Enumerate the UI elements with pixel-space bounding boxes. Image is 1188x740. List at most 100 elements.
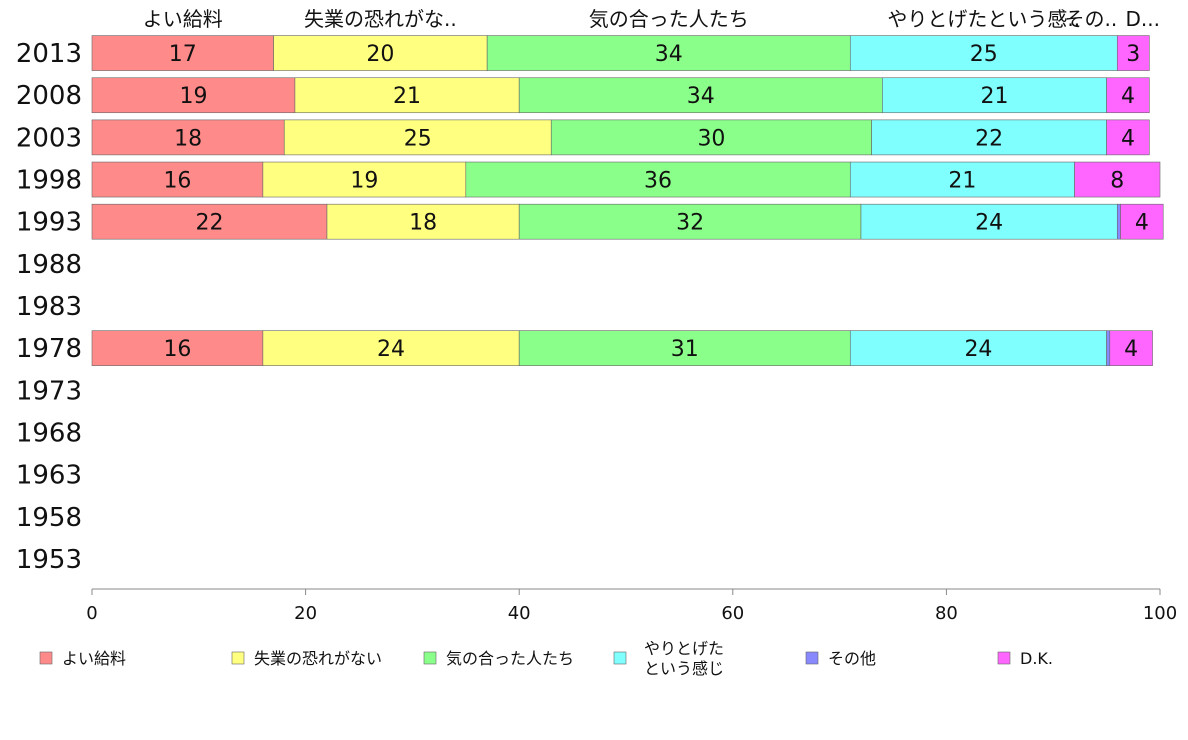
x-tick-label: 40 xyxy=(508,603,531,624)
data-label: 22 xyxy=(975,126,1003,151)
bar-segment xyxy=(882,77,1107,114)
data-label: 4 xyxy=(1124,337,1138,362)
data-label: 18 xyxy=(174,126,202,151)
column-header: よい給料 xyxy=(143,7,223,31)
bar-segment xyxy=(1106,330,1111,366)
x-axis: 0 20 40 60 80 100 xyxy=(86,588,1177,624)
data-label: 19 xyxy=(179,84,207,109)
bar-segment xyxy=(849,161,1075,198)
bar-segment xyxy=(1106,119,1150,156)
legend-label: よい給料 xyxy=(62,649,126,668)
bar-segment xyxy=(91,161,264,198)
x-tick-label: 60 xyxy=(721,603,744,624)
legend-label: 失業の恐れがない xyxy=(254,649,382,668)
data-label: 34 xyxy=(687,84,715,109)
legend-swatch xyxy=(997,651,1011,665)
x-tick-label: 100 xyxy=(1143,603,1177,624)
data-label: 16 xyxy=(163,169,191,194)
legend-swatch xyxy=(39,651,53,665)
column-header: D... xyxy=(1126,7,1160,31)
legend-label: その他 xyxy=(828,649,876,668)
legend-label: D.K. xyxy=(1020,649,1053,668)
legend-swatch xyxy=(231,651,245,665)
data-label: 19 xyxy=(350,169,378,194)
column-header: 気の合った人たち xyxy=(589,7,749,31)
y-axis-labels: 2013 2008 2003 1998 1993 1988 1983 1978 1973 1968… xyxy=(16,39,82,575)
bar-segment xyxy=(294,77,520,114)
bar-segment xyxy=(849,330,1107,366)
column-header: 失業の恐れがな.. xyxy=(304,7,457,31)
data-label: 21 xyxy=(980,84,1008,109)
data-label: 18 xyxy=(409,211,437,236)
y-tick-label: 1993 xyxy=(16,208,82,238)
legend-swatch xyxy=(423,651,437,665)
y-tick-label: 2013 xyxy=(16,39,82,69)
data-label: 32 xyxy=(676,211,704,236)
bar-segment xyxy=(518,77,883,114)
bar-segment xyxy=(465,161,851,198)
y-tick-label: 1973 xyxy=(16,376,82,406)
data-label: 8 xyxy=(1110,169,1124,194)
x-tick-label: 20 xyxy=(294,603,317,624)
column-headers: よい給料 失業の恐れがな.. 気の合った人たち やりとげたという感..その.. D... xyxy=(143,7,1160,31)
bar-segment xyxy=(1116,203,1121,240)
legend-label: やりとげた xyxy=(644,639,724,658)
bar-segment xyxy=(283,119,552,156)
data-label: 34 xyxy=(655,42,683,67)
bar-segment xyxy=(1116,35,1150,71)
bars-layer: 17 20 34 25 3 19 21 34 21 4 18 25 30 22 4 16 19 36 21 8 22 18… xyxy=(91,35,1164,366)
bar-segment xyxy=(91,203,328,240)
bar-segment xyxy=(1074,161,1161,198)
bar-segment xyxy=(486,35,851,71)
data-label: 20 xyxy=(366,42,394,67)
bar-segment xyxy=(871,119,1107,156)
y-tick-label: 1953 xyxy=(16,545,82,575)
bar-segment xyxy=(518,330,851,366)
y-tick-label: 2003 xyxy=(16,123,82,153)
data-label: 4 xyxy=(1121,84,1135,109)
bar-segment xyxy=(518,203,862,240)
data-label: 31 xyxy=(671,337,699,362)
data-label: 4 xyxy=(1121,126,1135,151)
bar-segment xyxy=(550,119,872,156)
bar-segment xyxy=(1109,330,1153,366)
y-tick-label: 1983 xyxy=(16,292,82,322)
legend-swatch xyxy=(805,651,819,665)
y-tick-label: 1988 xyxy=(16,250,82,280)
bar-segment xyxy=(1120,203,1164,240)
legend-label: 気の合った人たち xyxy=(446,649,574,668)
data-label: 25 xyxy=(404,126,432,151)
bar-segment xyxy=(1106,77,1150,114)
data-label: 36 xyxy=(644,169,672,194)
data-label: 24 xyxy=(377,337,405,362)
bar-segment xyxy=(273,35,488,71)
data-label: 16 xyxy=(163,337,191,362)
data-label: 17 xyxy=(169,42,197,67)
y-tick-label: 1968 xyxy=(16,418,82,448)
data-label: 30 xyxy=(697,126,725,151)
y-tick-label: 1963 xyxy=(16,461,82,491)
y-tick-label: 1978 xyxy=(16,334,82,364)
y-tick-label: 2008 xyxy=(16,81,82,111)
x-tick-label: 0 xyxy=(86,603,97,624)
data-label: 21 xyxy=(393,84,421,109)
data-label: 24 xyxy=(975,211,1003,236)
y-tick-label: 1958 xyxy=(16,503,82,533)
data-label: 22 xyxy=(195,211,223,236)
column-header: やりとげたという感.. xyxy=(887,7,1080,31)
bar-segment xyxy=(262,330,520,366)
column-header: その.. xyxy=(1065,7,1118,31)
data-label: 21 xyxy=(948,169,976,194)
bar-segment xyxy=(326,203,520,240)
bar-segment xyxy=(262,161,467,198)
data-label: 25 xyxy=(970,42,998,67)
legend-label: という感じ xyxy=(644,659,724,678)
bar-segment xyxy=(91,35,274,71)
bar-segment xyxy=(91,77,296,114)
bar-segment xyxy=(849,35,1118,71)
legend-swatch xyxy=(613,651,627,665)
data-label: 4 xyxy=(1135,211,1149,236)
